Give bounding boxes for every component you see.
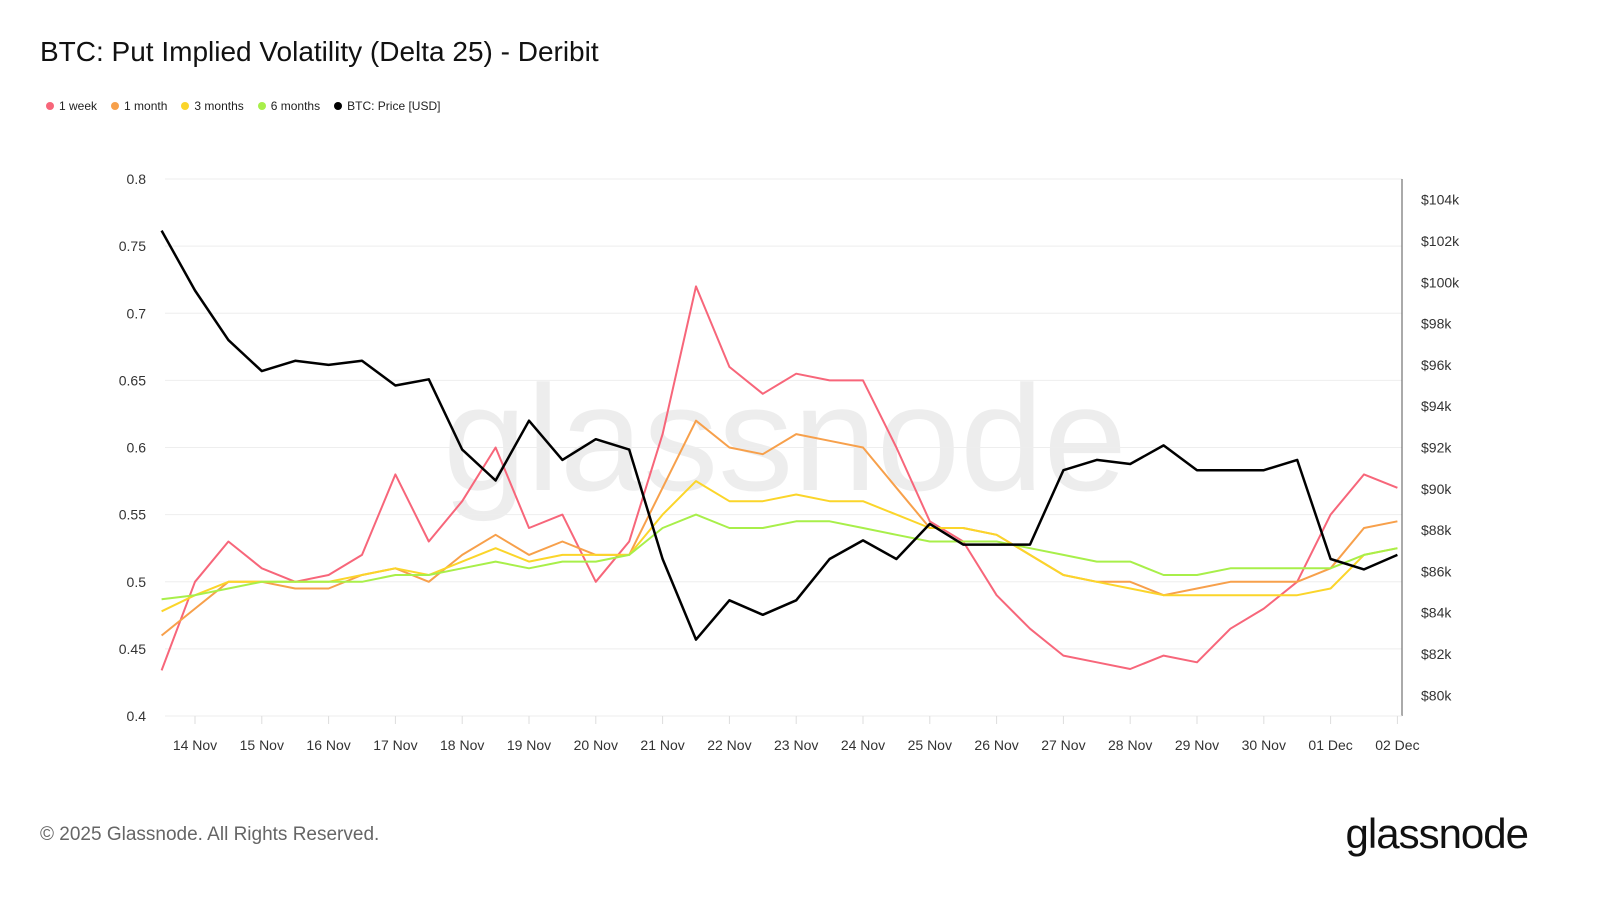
y-left-tick-label: 0.8 — [127, 171, 147, 187]
y-left-tick-label: 0.45 — [119, 641, 146, 657]
x-tick-label: 30 Nov — [1242, 737, 1286, 753]
y-right-tick-label: $98k — [1421, 316, 1452, 332]
legend-dot-icon — [46, 102, 54, 110]
legend-label: BTC: Price [USD] — [347, 99, 441, 113]
y-left-tick-label: 0.6 — [127, 440, 147, 456]
series-line-3-months — [161, 480, 1398, 613]
y-left-tick-label: 0.55 — [119, 507, 146, 523]
y-right-tick-label: $84k — [1421, 605, 1452, 621]
x-tick-label: 18 Nov — [440, 737, 484, 753]
watermark: glassnode — [443, 354, 1127, 522]
legend-label: 6 months — [270, 99, 321, 113]
legend-label: 1 month — [124, 99, 168, 113]
chart-title: BTC: Put Implied Volatility (Delta 25) -… — [40, 36, 599, 67]
legend-label: 3 months — [194, 99, 244, 113]
y-right-tick-label: $86k — [1421, 563, 1452, 579]
x-tick-label: 19 Nov — [507, 737, 551, 753]
legend-label: 1 week — [59, 99, 98, 113]
x-tick-label: 29 Nov — [1175, 737, 1219, 753]
y-right-tick-label: $102k — [1421, 233, 1460, 249]
y-right-tick-label: $96k — [1421, 357, 1452, 373]
y-right-tick-label: $80k — [1421, 687, 1452, 703]
legend-item[interactable]: BTC: Price [USD] — [334, 99, 440, 113]
x-tick-label: 23 Nov — [774, 737, 818, 753]
y-left-tick-label: 0.5 — [127, 574, 147, 590]
y-right-tick-label: $94k — [1421, 398, 1452, 414]
legend-item[interactable]: 1 week — [46, 99, 97, 113]
x-tick-label: 22 Nov — [707, 737, 751, 753]
x-tick-label: 16 Nov — [306, 737, 350, 753]
x-tick-label: 14 Nov — [173, 737, 217, 753]
x-tick-label: 28 Nov — [1108, 737, 1152, 753]
legend-dot-icon — [111, 102, 120, 110]
x-tick-label: 25 Nov — [908, 737, 952, 753]
legend-dot-icon — [181, 102, 190, 110]
y-right-tick-label: $104k — [1421, 192, 1460, 208]
y-right-tick-label: $92k — [1421, 440, 1452, 456]
x-tick-label: 27 Nov — [1041, 737, 1085, 753]
x-tick-label: 26 Nov — [974, 737, 1018, 753]
glassnode-logo: glassnode — [1345, 810, 1529, 857]
x-tick-label: 15 Nov — [240, 737, 284, 753]
x-tick-label: 24 Nov — [841, 737, 885, 753]
x-tick-label: 02 Dec — [1375, 737, 1419, 753]
x-tick-label: 01 Dec — [1308, 737, 1352, 753]
x-tick-label: 21 Nov — [640, 737, 684, 753]
copyright: © 2025 Glassnode. All Rights Reserved. — [40, 824, 380, 845]
x-tick-label: 20 Nov — [574, 737, 618, 753]
y-left-tick-label: 0.7 — [127, 305, 147, 321]
legend-dot-icon — [257, 102, 266, 110]
legend-dot-icon — [334, 102, 343, 110]
series-line-btc-price-usd- — [160, 229, 1398, 641]
x-tick-label: 17 Nov — [373, 737, 417, 753]
y-right-tick-label: $90k — [1421, 481, 1452, 497]
y-left-tick-label: 0.65 — [119, 372, 146, 388]
y-right-tick-label: $82k — [1421, 646, 1452, 662]
legend-item[interactable]: 3 months — [181, 99, 244, 113]
series-line-1-week — [160, 285, 1398, 671]
legend-item[interactable]: 1 month — [111, 99, 167, 113]
y-left-tick-label: 0.4 — [127, 708, 147, 724]
legend-item[interactable]: 6 months — [257, 99, 321, 113]
series-line-6-months — [161, 513, 1398, 601]
legend: 1 week 1 month 3 months 6 months BTC: Price … — [46, 99, 440, 113]
y-right-tick-label: $88k — [1421, 522, 1452, 538]
y-right-tick-label: $100k — [1421, 274, 1460, 290]
y-left-tick-label: 0.75 — [119, 238, 146, 254]
